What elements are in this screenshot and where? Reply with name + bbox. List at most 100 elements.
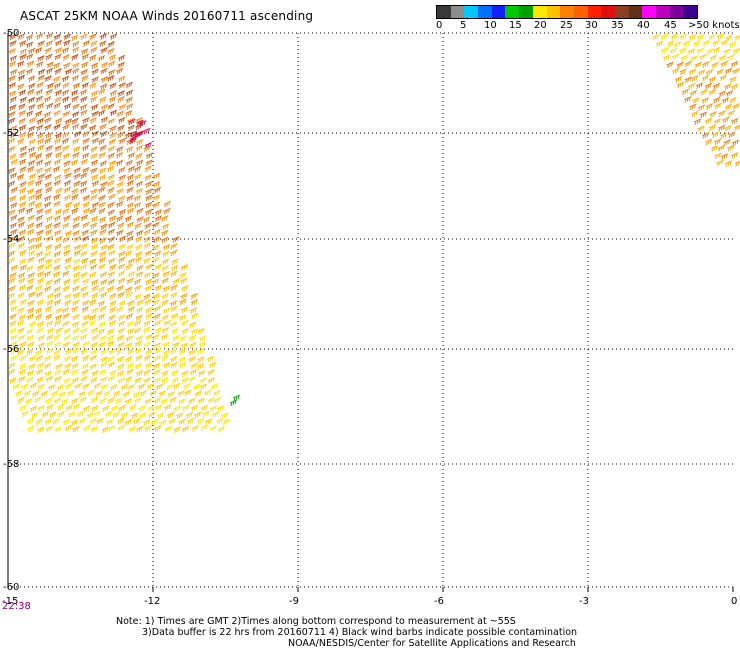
wind-barb [676, 81, 685, 89]
wind-barb [143, 145, 151, 153]
wind-barb [154, 327, 163, 334]
wind-barb [7, 362, 16, 370]
wind-barb [18, 158, 27, 166]
wind-barb [71, 362, 79, 370]
wind-barb [108, 236, 116, 243]
wind-barb [76, 410, 84, 418]
wind-barb [99, 335, 107, 342]
wind-barb [53, 33, 61, 41]
legend-swatch [519, 6, 533, 18]
wind-barb [216, 405, 225, 412]
wind-barb [19, 201, 27, 208]
wind-barb [673, 41, 682, 48]
wind-barb [122, 391, 130, 398]
wind-barb [699, 111, 708, 119]
wind-barb [91, 285, 99, 292]
wind-barb [72, 299, 80, 307]
wind-barb [37, 74, 45, 82]
wind-barb [172, 341, 180, 349]
wind-barb [181, 370, 189, 377]
wind-barb [72, 265, 81, 272]
wind-barb [62, 320, 70, 328]
wind-barb [100, 61, 109, 69]
legend-swatch [450, 6, 465, 18]
wind-barb [136, 216, 144, 223]
wind-barb [135, 335, 144, 343]
wind-barb [117, 222, 125, 229]
wind-barb [126, 195, 134, 202]
wind-barb [82, 207, 91, 215]
wind-barb [145, 194, 153, 202]
wind-barb [136, 426, 144, 433]
wind-barb [26, 222, 35, 230]
wind-barb [185, 412, 194, 419]
wind-barb [143, 229, 151, 236]
wind-barb [98, 321, 107, 328]
wind-barb [118, 195, 126, 203]
wind-barb [126, 362, 135, 369]
wind-barb [18, 258, 27, 265]
wind-barb [91, 405, 99, 412]
wind-barb [162, 307, 171, 315]
wind-barb [19, 151, 27, 159]
wind-barb [143, 257, 151, 264]
wind-barb [27, 272, 36, 279]
wind-barb [117, 417, 125, 425]
wind-barb [44, 173, 52, 181]
wind-barb [36, 277, 45, 285]
lat-lon-grid [7, 32, 734, 592]
wind-barb [44, 418, 53, 426]
wind-barb [72, 426, 80, 433]
wind-barb [125, 159, 133, 167]
axis-labels: -50 -52 -54 -56 -58 -60 -15 -12 -9 -6 -3 0 [2, 28, 737, 607]
wind-barb [80, 158, 88, 166]
wind-barb [62, 368, 70, 376]
wind-barb [116, 110, 124, 118]
wind-barb [31, 391, 40, 398]
wind-barb [109, 90, 118, 97]
wind-barb [142, 216, 151, 224]
wind-barb [46, 299, 54, 306]
wind-barb [662, 54, 671, 61]
wind-barb [172, 278, 181, 285]
wind-barb [8, 60, 17, 68]
wind-barb [9, 40, 17, 47]
wind-barb [80, 96, 88, 103]
wind-barb [134, 340, 142, 348]
wind-barb [116, 201, 124, 208]
wind-barb [90, 90, 99, 98]
wind-barb [89, 363, 98, 370]
wind-barb [708, 76, 717, 83]
wind-barb [125, 89, 134, 97]
wind-barb [135, 306, 144, 314]
legend-swatch [437, 6, 451, 18]
wind-barb [19, 166, 27, 173]
wind-barb [727, 54, 735, 61]
wind-barb [203, 389, 212, 397]
wind-barb [145, 181, 153, 188]
wind-barb [134, 256, 142, 264]
wind-barb [81, 257, 89, 265]
wind-barb [28, 125, 36, 133]
wind-barb [674, 76, 683, 83]
wind-barb [63, 167, 71, 174]
wind-barb [176, 412, 184, 419]
wind-barb [728, 131, 736, 138]
wind-barb [98, 256, 107, 264]
wind-barb [36, 321, 45, 328]
wind-barb [63, 62, 71, 69]
wind-barb [209, 405, 218, 412]
wind-barb [35, 313, 43, 321]
wind-barb [110, 384, 118, 391]
wind-barb [108, 425, 116, 432]
wind-barb [82, 355, 90, 362]
wind-barb [98, 186, 106, 194]
wind-barb [117, 61, 125, 69]
wind-barb [36, 251, 44, 258]
wind-barb [692, 97, 700, 104]
wind-barb [151, 278, 160, 286]
wind-barb [80, 250, 88, 258]
lat-label: -56 [3, 344, 19, 355]
wind-barb [28, 83, 36, 90]
wind-barb [676, 61, 684, 69]
